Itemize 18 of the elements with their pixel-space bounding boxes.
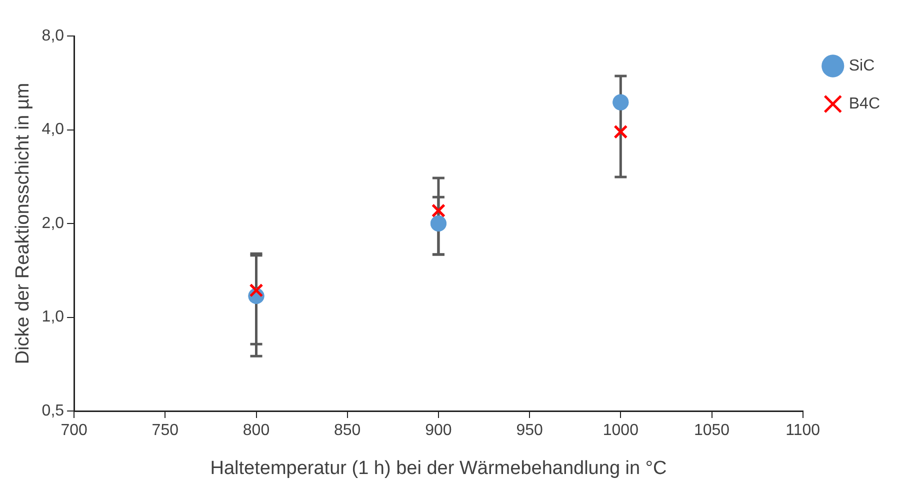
y-axis-title: Dicke der Reaktionsschicht in µm bbox=[12, 82, 34, 364]
legend-label: B4C bbox=[848, 95, 880, 112]
x-tick-label: 1100 bbox=[786, 422, 820, 440]
x-tick-label: 900 bbox=[425, 422, 452, 440]
y-tick-label: 8,0 bbox=[42, 27, 64, 44]
y-tick-label: 4,0 bbox=[42, 121, 64, 138]
y-tick-label: 1,0 bbox=[42, 308, 64, 326]
y-tick-label: 2,0 bbox=[42, 214, 64, 232]
x-tick-label: 850 bbox=[334, 422, 361, 440]
x-axis-title: Haltetemperatur (1 h) bei der Wärmebehandlung in °C bbox=[210, 458, 667, 479]
y-tick-label: 0,5 bbox=[42, 402, 64, 420]
x-tick-label: 950 bbox=[516, 422, 544, 440]
x-tick-label: 800 bbox=[242, 422, 270, 440]
legend-label: SiC bbox=[848, 57, 875, 74]
x-tick-label: 1050 bbox=[694, 422, 730, 440]
x-tick-label: 1000 bbox=[602, 422, 639, 440]
x-tick-label: 750 bbox=[152, 422, 179, 440]
x-tick-label: 700 bbox=[60, 422, 88, 440]
